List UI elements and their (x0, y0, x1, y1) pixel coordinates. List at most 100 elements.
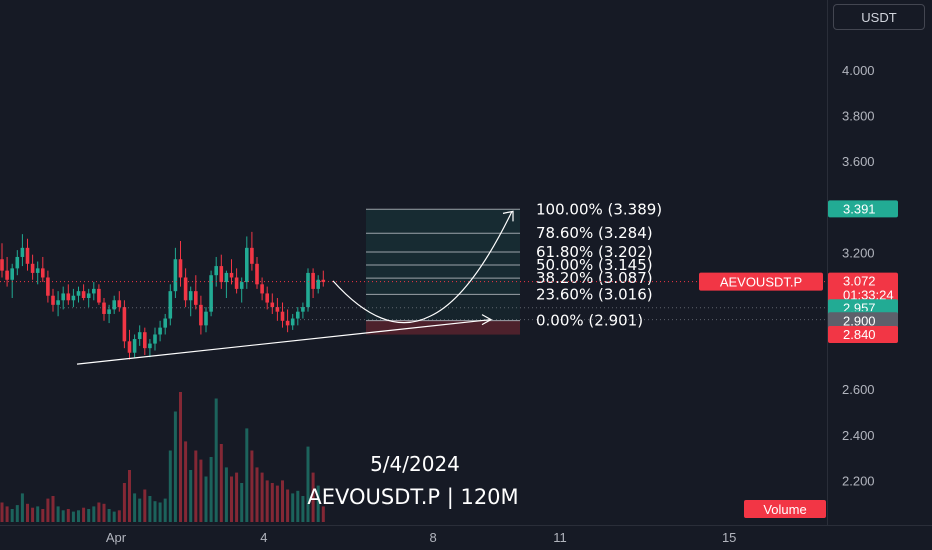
volume-bar (66, 509, 70, 522)
time-tick-label: 4 (260, 530, 267, 545)
candle-body (275, 307, 280, 312)
volume-bar (15, 505, 19, 522)
volume-bar (20, 493, 24, 522)
volume-bar (133, 493, 137, 522)
price-tick-label: 2.400 (842, 428, 875, 443)
currency-selector-button[interactable]: USDT (833, 4, 925, 30)
volume-bar (168, 450, 172, 522)
candle-body (285, 320, 290, 326)
candle-body (204, 311, 208, 326)
volume-bar (265, 480, 269, 522)
candle-body (194, 291, 198, 305)
price-tag-3391-label: 3.391 (843, 201, 876, 216)
volume-bar (41, 509, 45, 522)
volume-bar (296, 490, 300, 522)
volume-bar (46, 498, 50, 522)
fib-level-label: 78.60% (3.284) (536, 224, 653, 242)
candle-body (25, 247, 30, 264)
user-drawings[interactable] (0, 210, 827, 365)
volume-bar (51, 496, 55, 522)
fib-zone-stop (366, 320, 520, 335)
price-tick-label: 3.600 (842, 154, 875, 169)
volume-bar (179, 392, 182, 522)
fib-level-label: 61.80% (3.202) (536, 243, 653, 261)
candle-body (234, 277, 239, 289)
fibonacci-retracement[interactable]: 100.00% (3.389) 78.60% (3.284)61.80% (3.2… (366, 200, 662, 335)
time-tick-label: Apr (106, 530, 127, 545)
candle-body (56, 300, 60, 305)
volume-bar (250, 450, 254, 522)
price-tick-label: 3.800 (842, 109, 875, 124)
candle-body (209, 275, 213, 312)
time-axis[interactable]: Apr 4 8 11 15 (106, 530, 737, 545)
volume-bar (5, 506, 9, 522)
price-tag-2900 (828, 312, 898, 330)
candle-body (97, 288, 101, 303)
volume-bar (138, 498, 142, 522)
price-tags: 3.3913.07201:33:242.9572.9052.9002.840AE… (699, 200, 898, 343)
bar-countdown: 01:33:24 (843, 288, 894, 303)
symbol-tag-label: AEVOUSDT.P (720, 275, 802, 290)
candle-body (86, 293, 91, 298)
volume-bar (209, 457, 213, 522)
candlestick-series (0, 231, 326, 360)
volume-bar (92, 506, 96, 522)
candle-body (229, 272, 234, 278)
candle-body (0, 259, 4, 271)
volume-bar (194, 450, 198, 522)
time-tick-label: 11 (553, 530, 567, 545)
candle-body (92, 288, 96, 294)
volume-bar (10, 509, 14, 522)
candle-body (137, 332, 142, 340)
volume-bar (153, 501, 157, 522)
volume-bar (224, 467, 228, 522)
candle-body (173, 259, 178, 292)
volume-bar (240, 483, 244, 522)
trend-line[interactable] (76, 319, 491, 365)
volume-bar (0, 502, 4, 522)
volume-bar (301, 496, 305, 522)
projection-arrow[interactable] (332, 211, 513, 324)
volume-bar (199, 459, 203, 522)
volume-bar (173, 411, 177, 522)
price-tick-label: 4.000 (842, 63, 875, 78)
price-axis[interactable]: 4.000 3.800 3.600 3.200 2.600 2.400 2.200 (0, 0, 932, 526)
candle-body (112, 300, 116, 310)
candle-body (301, 307, 305, 312)
volume-bar (230, 476, 233, 522)
volume-bar (163, 498, 167, 522)
candle-body (250, 247, 254, 264)
trend-line-arrowhead (481, 314, 493, 326)
price-tag-2900-label: 2.900 (843, 313, 876, 328)
candle-body (76, 291, 81, 296)
fib-level-label: 38.20% (3.087) (536, 269, 653, 287)
candle-body (107, 309, 111, 314)
volume-bar (148, 496, 152, 522)
volume-bar (71, 511, 75, 522)
volume-label: Volume (744, 500, 826, 518)
volume-bar (158, 502, 162, 522)
price-tag-current (828, 272, 898, 303)
volume-bar (275, 485, 279, 522)
volume-bar (306, 446, 310, 522)
chart-watermark: 5/4/2024 AEVOUSDT.P | 120M (307, 452, 518, 510)
price-tick-label: 3.200 (842, 245, 875, 260)
candle-body (265, 293, 269, 303)
candle-body (245, 247, 249, 283)
watermark-symbol: AEVOUSDT.P | 120M (307, 485, 518, 510)
price-tick-label: 2.600 (842, 382, 875, 397)
price-tag-3391 (828, 200, 898, 218)
candle-body (143, 332, 147, 349)
volume-bar (97, 502, 101, 522)
candle-body (168, 291, 173, 319)
candle-body (117, 300, 122, 308)
candle-body (260, 284, 264, 294)
candle-body (153, 334, 157, 344)
candle-body (41, 268, 45, 278)
price-tag-current-label: 3.072 (843, 274, 876, 289)
fib-level-label: 100.00% (3.389) (536, 200, 662, 218)
volume-bar (26, 503, 29, 522)
symbol-tag (699, 272, 823, 291)
